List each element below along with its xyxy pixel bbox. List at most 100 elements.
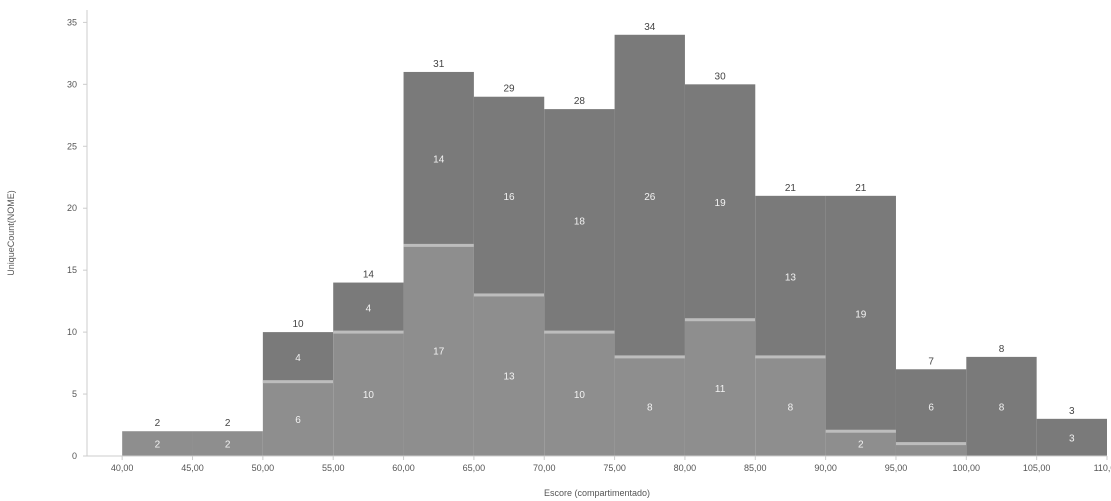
bar-upper-label-7: 26 bbox=[644, 192, 656, 203]
bar-separator-3 bbox=[333, 330, 404, 334]
bar-lower-label-4: 17 bbox=[433, 347, 445, 358]
y-tick-label-5: 25 bbox=[67, 141, 77, 151]
bars-group bbox=[122, 34, 1107, 456]
bar-total-label-3: 14 bbox=[363, 270, 375, 281]
bar-total-label-12: 8 bbox=[999, 344, 1005, 355]
bar-lower-label-6: 10 bbox=[574, 390, 586, 401]
x-tick-label-5: 65,00 bbox=[463, 463, 486, 473]
bar-lower-8 bbox=[684, 319, 756, 456]
bar-lower-label-9: 8 bbox=[788, 402, 794, 413]
bar-upper-label-8: 19 bbox=[715, 198, 727, 209]
bar-total-label-10: 21 bbox=[855, 183, 867, 194]
bar-lower-6 bbox=[544, 332, 615, 456]
bar-lower-label-5: 13 bbox=[504, 371, 516, 382]
bar-lower-0 bbox=[122, 431, 193, 456]
bar-separator-5 bbox=[473, 293, 545, 297]
bar-upper-8 bbox=[684, 84, 756, 320]
bar-lower-label-8: 11 bbox=[715, 384, 726, 395]
value-labels: 2222106414104311714291316281018348263011… bbox=[155, 22, 1075, 451]
bar-lower-2 bbox=[262, 381, 334, 456]
x-tick-label-7: 75,00 bbox=[603, 463, 626, 473]
bar-upper-label-3: 4 bbox=[366, 303, 372, 314]
bar-upper-label-11: 6 bbox=[928, 402, 934, 413]
bar-total-label-4: 31 bbox=[433, 59, 445, 70]
bar-lower-3 bbox=[333, 332, 404, 456]
bar-total-label-13: 3 bbox=[1069, 406, 1075, 417]
bar-upper-3 bbox=[333, 282, 404, 333]
x-tick-label-10: 90,00 bbox=[814, 463, 837, 473]
bar-lower-label-1: 2 bbox=[225, 440, 231, 451]
y-tick-label-7: 35 bbox=[67, 17, 77, 27]
bar-upper-label-9: 13 bbox=[785, 272, 797, 283]
y-tick-label-0: 0 bbox=[72, 451, 77, 461]
bar-upper-label-6: 18 bbox=[574, 217, 586, 228]
x-tick-label-9: 85,00 bbox=[744, 463, 767, 473]
x-tick-label-13: 105,00 bbox=[1023, 463, 1051, 473]
y-ticks: 0 5 10 15 20 25 30 35 bbox=[67, 17, 87, 461]
bar-lower-10 bbox=[825, 431, 896, 456]
bar-lower-7 bbox=[614, 356, 685, 456]
bar-upper-label-12: 8 bbox=[999, 402, 1005, 413]
bar-lower-label-0: 2 bbox=[155, 440, 161, 451]
bar-total-label-0: 2 bbox=[155, 418, 161, 429]
y-tick-label-4: 20 bbox=[67, 203, 77, 213]
bar-lower-9 bbox=[755, 356, 826, 456]
bar-lower-4 bbox=[403, 245, 474, 456]
bar-separator-6 bbox=[544, 330, 615, 334]
bar-separator-9 bbox=[755, 355, 826, 359]
y-tick-label-1: 5 bbox=[72, 389, 77, 399]
bar-lower-label-2: 6 bbox=[295, 415, 301, 426]
x-tick-label-12: 100,00 bbox=[953, 463, 981, 473]
bar-separator-2 bbox=[262, 380, 334, 384]
bar-lower-1 bbox=[192, 431, 263, 456]
bar-total-label-7: 34 bbox=[644, 22, 656, 33]
bar-separator-4 bbox=[403, 243, 474, 247]
bar-upper-13 bbox=[1036, 418, 1107, 456]
bar-total-label-1: 2 bbox=[225, 418, 231, 429]
bar-separator-7 bbox=[614, 355, 685, 359]
bar-separator-10 bbox=[825, 429, 896, 433]
bar-upper-label-10: 19 bbox=[855, 310, 867, 321]
bar-total-label-5: 29 bbox=[504, 84, 516, 95]
bar-lower-5 bbox=[473, 294, 545, 456]
bar-upper-9 bbox=[755, 195, 826, 357]
bar-upper-label-2: 4 bbox=[295, 353, 301, 364]
x-tick-label-4: 60,00 bbox=[392, 463, 415, 473]
bar-upper-11 bbox=[895, 369, 967, 444]
bar-total-label-9: 21 bbox=[785, 183, 797, 194]
x-tick-label-11: 95,00 bbox=[885, 463, 908, 473]
bar-total-label-11: 7 bbox=[928, 356, 934, 367]
bar-separator-8 bbox=[684, 318, 756, 322]
x-tick-label-8: 80,00 bbox=[674, 463, 697, 473]
bar-total-label-6: 28 bbox=[574, 96, 586, 107]
bar-upper-12 bbox=[966, 356, 1037, 456]
bar-lower-label-10: 2 bbox=[858, 440, 864, 451]
bar-total-label-2: 10 bbox=[292, 319, 304, 330]
bar-lower-label-7: 8 bbox=[647, 402, 653, 413]
x-tick-label-2: 50,00 bbox=[252, 463, 275, 473]
x-tick-label-1: 45,00 bbox=[181, 463, 204, 473]
bar-upper-7 bbox=[614, 34, 685, 357]
bar-upper-label-5: 16 bbox=[504, 192, 516, 203]
x-ticks: 40,00 45,00 50,00 55,00 60,00 65,00 70,00 75,00… bbox=[111, 456, 1111, 473]
x-tick-label-3: 55,00 bbox=[322, 463, 345, 473]
x-tick-label-14: 110,00 bbox=[1094, 463, 1111, 473]
bar-lower-label-3: 10 bbox=[363, 390, 375, 401]
bar-total-label-8: 30 bbox=[715, 71, 727, 82]
y-tick-label-3: 15 bbox=[67, 265, 77, 275]
bar-lower-11 bbox=[895, 443, 967, 456]
bar-upper-5 bbox=[473, 96, 545, 295]
x-axis-title: Escore (compartimentado) bbox=[544, 488, 650, 498]
bar-separator-11 bbox=[895, 442, 967, 446]
bar-upper-2 bbox=[262, 332, 334, 382]
y-tick-label-6: 30 bbox=[67, 79, 77, 89]
y-tick-label-2: 10 bbox=[67, 327, 77, 337]
bar-upper-label-4: 14 bbox=[433, 155, 445, 166]
bar-upper-4 bbox=[403, 71, 474, 246]
x-tick-label-0: 40,00 bbox=[111, 463, 134, 473]
bar-upper-label-13: 3 bbox=[1069, 433, 1075, 444]
bar-upper-6 bbox=[544, 109, 615, 333]
x-tick-label-6: 70,00 bbox=[533, 463, 556, 473]
y-axis-title: UniqueCount(NOME) bbox=[6, 190, 16, 276]
